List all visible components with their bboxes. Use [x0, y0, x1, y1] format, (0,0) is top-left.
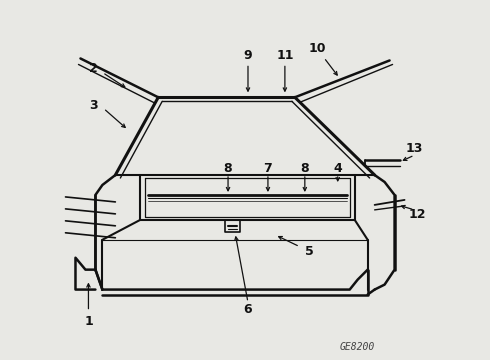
- Text: 8: 8: [224, 162, 232, 175]
- Text: 10: 10: [309, 42, 326, 55]
- Text: 4: 4: [333, 162, 342, 175]
- Text: 12: 12: [409, 208, 426, 221]
- Text: 11: 11: [276, 49, 294, 62]
- Text: 5: 5: [305, 245, 314, 258]
- Text: 13: 13: [406, 141, 423, 155]
- Text: GE8200: GE8200: [340, 342, 375, 352]
- Text: 2: 2: [89, 62, 98, 75]
- Text: 9: 9: [244, 49, 252, 62]
- Text: 7: 7: [264, 162, 272, 175]
- Text: 1: 1: [84, 315, 93, 328]
- Text: 3: 3: [89, 99, 98, 112]
- Text: 6: 6: [244, 303, 252, 316]
- Text: 8: 8: [300, 162, 309, 175]
